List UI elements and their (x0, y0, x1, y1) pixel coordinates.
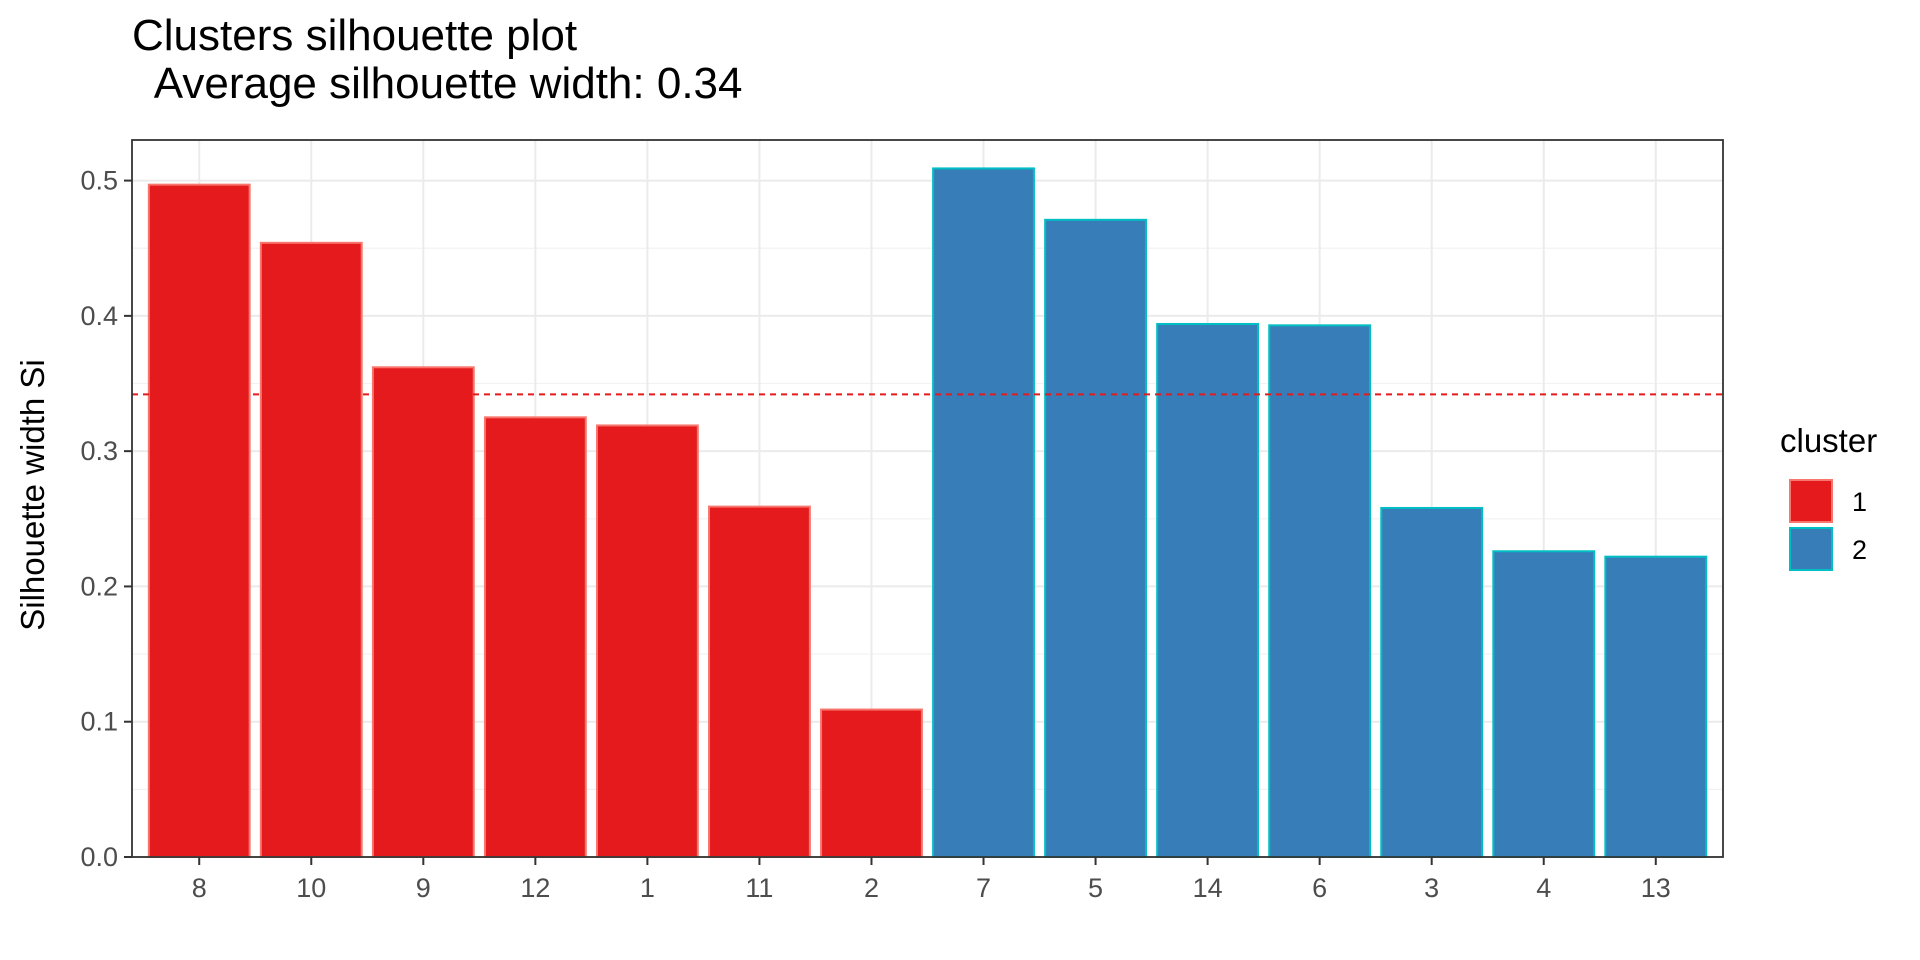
bar-3 (1380, 506, 1484, 858)
bar-13 (1604, 555, 1708, 858)
x-tick-label: 14 (1193, 873, 1223, 903)
bar-12 (483, 416, 587, 858)
y-axis: 0.0 0.1 0.2 0.3 0.4 0.5 (80, 166, 132, 872)
x-tick-label: 2 (864, 873, 879, 903)
bar-7 (932, 167, 1035, 859)
bar-4 (1492, 550, 1596, 858)
y-tick-label: 0.1 (80, 707, 118, 737)
y-tick-label: 0.4 (80, 301, 118, 331)
bar-5 (1044, 218, 1147, 859)
x-tick-label: 7 (976, 873, 991, 903)
bars (147, 167, 1708, 859)
legend-label-1: 1 (1852, 487, 1867, 517)
grid-minor (132, 247, 1723, 790)
x-tick-label: 8 (192, 873, 207, 903)
x-tick-label: 4 (1536, 873, 1551, 903)
legend-title: cluster (1780, 422, 1877, 459)
grid-major (132, 140, 1723, 858)
x-tick-label: 11 (745, 873, 773, 903)
x-axis: 8 10 9 12 1 11 2 7 5 14 6 3 4 13 (192, 857, 1671, 903)
x-tick-label: 12 (520, 873, 550, 903)
bar-11 (708, 505, 811, 858)
x-tick-label: 10 (296, 873, 326, 903)
y-tick-label: 0.0 (80, 842, 118, 872)
y-axis-title: Silhouette width Si (14, 359, 51, 631)
y-tick-label: 0.3 (80, 436, 118, 466)
chart-subtitle: Average silhouette width: 0.34 (144, 58, 743, 108)
bar-14 (1156, 322, 1260, 858)
bar-8 (147, 183, 251, 859)
bar-2 (820, 708, 923, 858)
x-tick-label: 6 (1312, 873, 1327, 903)
legend: cluster 1 2 (1780, 422, 1877, 571)
legend-label-2: 2 (1852, 535, 1867, 565)
chart-title-block: Clusters silhouette plot Average silhoue… (132, 12, 743, 107)
x-tick-label: 13 (1641, 873, 1671, 903)
y-tick-label: 0.5 (80, 166, 118, 196)
x-tick-label: 9 (416, 873, 431, 903)
x-tick-label: 3 (1424, 873, 1439, 903)
bar-1 (595, 424, 699, 858)
x-tick-label: 1 (640, 873, 655, 903)
legend-key-1 (1789, 479, 1833, 523)
y-tick-label: 0.2 (80, 571, 118, 601)
panel-border (131, 139, 1724, 858)
bar-10 (259, 241, 363, 858)
bar-9 (371, 366, 475, 858)
chart-title: Clusters silhouette plot (132, 11, 578, 60)
x-tick-label: 5 (1088, 873, 1103, 903)
bar-6 (1268, 324, 1372, 859)
legend-key-2 (1789, 527, 1833, 571)
